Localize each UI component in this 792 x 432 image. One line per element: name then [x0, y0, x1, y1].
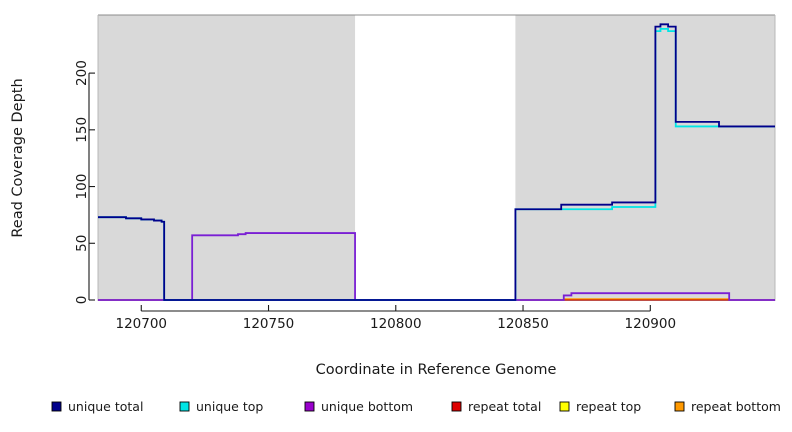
shaded-region-1 — [515, 15, 775, 301]
series-line-unique-bottom — [98, 232, 775, 301]
legend-label-repeat-total: repeat total — [468, 399, 541, 414]
shaded-region-group — [98, 15, 775, 301]
legend-label-unique-top: unique top — [196, 399, 263, 414]
legend-label-repeat-top: repeat top — [576, 399, 641, 414]
x-axis: 120700 120750 120800 120850 120900 — [115, 305, 676, 332]
y-tick-label-2: 100 — [74, 174, 90, 200]
y-tick-label-3: 150 — [74, 117, 90, 143]
y-axis-title: Read Coverage Depth — [10, 78, 26, 237]
legend-swatch-unique-bottom — [304, 401, 315, 412]
x-tick-label-0: 120700 — [115, 316, 167, 332]
series-line-unique-total — [98, 23, 775, 301]
x-axis-title: Coordinate in Reference Genome — [316, 362, 557, 378]
legend-label-unique-bottom: unique bottom — [321, 399, 413, 414]
chart-legend: unique total unique top unique bottom repea… — [51, 399, 781, 414]
legend-swatch-repeat-bottom — [674, 401, 685, 412]
legend-label-repeat-bottom: repeat bottom — [691, 399, 781, 414]
x-tick-label-2: 120800 — [370, 316, 422, 332]
panel-frame — [97, 14, 776, 301]
series-group — [98, 23, 775, 301]
shaded-region-0 — [98, 15, 356, 301]
x-tick-label-4: 120900 — [625, 316, 677, 332]
x-tick-label-3: 120850 — [497, 316, 549, 332]
y-tick-label-1: 50 — [74, 235, 90, 252]
x-tick-label-1: 120750 — [243, 316, 295, 332]
legend-swatch-unique-total — [51, 401, 62, 412]
legend-label-unique-total: unique total — [68, 399, 143, 414]
y-axis: 0 50 100 150 200 — [74, 60, 95, 304]
legend-swatch-repeat-top — [559, 401, 570, 412]
y-tick-label-4: 200 — [74, 60, 90, 86]
y-tick-label-0: 0 — [74, 296, 90, 305]
legend-swatch-repeat-total — [451, 401, 462, 412]
legend-swatch-unique-top — [179, 401, 190, 412]
